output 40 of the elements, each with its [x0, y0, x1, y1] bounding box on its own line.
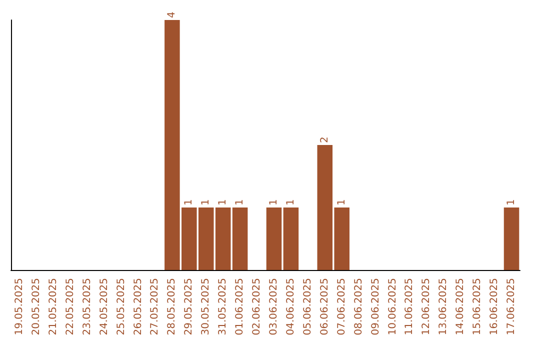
- x-tick-label: 30.05.2025: [200, 278, 212, 336]
- x-tick-label: 03.06.2025: [268, 278, 280, 336]
- x-tick-label: 07.06.2025: [336, 278, 348, 336]
- x-tick-label: 14.06.2025: [455, 278, 466, 336]
- x-tick-label: 17.06.2025: [506, 278, 518, 336]
- x-tick-label: 25.05.2025: [116, 278, 127, 336]
- x-tick-label: 27.05.2025: [150, 278, 161, 336]
- x-tick-label: 26.05.2025: [132, 278, 144, 336]
- x-tick-label: 24.05.2025: [98, 278, 110, 336]
- data-label: 1: [268, 199, 280, 206]
- x-tick-label: 06.06.2025: [319, 278, 330, 336]
- x-tick-label: 08.06.2025: [353, 278, 364, 336]
- x-tick-label: 11.06.2025: [404, 278, 416, 336]
- x-tick-label: 21.05.2025: [48, 278, 59, 336]
- x-tick-label: 15.06.2025: [472, 278, 484, 336]
- x-tick-label: 04.06.2025: [285, 278, 296, 336]
- data-label: 1: [234, 199, 246, 206]
- x-tick-label: 13.06.2025: [438, 278, 450, 336]
- x-tick-label: 20.05.2025: [30, 278, 42, 336]
- x-tick-label: 29.05.2025: [184, 278, 195, 336]
- data-label: 4: [166, 12, 178, 18]
- x-tick-label: 01.06.2025: [234, 278, 246, 336]
- data-label: 1: [184, 199, 195, 206]
- data-label: 1: [200, 199, 212, 206]
- x-tick-label: 16.06.2025: [489, 278, 500, 336]
- data-label: 1: [336, 199, 348, 206]
- x-tick-label: 02.06.2025: [252, 278, 263, 336]
- x-tick-label: 22.05.2025: [64, 278, 76, 336]
- x-tick-label: 19.05.2025: [14, 278, 25, 336]
- data-label: 1: [506, 199, 518, 206]
- x-tick-label: 09.06.2025: [370, 278, 382, 336]
- x-tick-label: 10.06.2025: [387, 278, 398, 336]
- x-tick-label: 05.06.2025: [302, 278, 314, 336]
- x-tick-label: 28.05.2025: [166, 278, 178, 336]
- x-tick-label: 12.06.2025: [421, 278, 432, 336]
- x-tick-label: 23.05.2025: [82, 278, 93, 336]
- data-label: 2: [319, 136, 330, 143]
- data-label: 1: [218, 199, 229, 206]
- x-tick-label: 31.05.2025: [218, 278, 229, 336]
- data-label: 1: [285, 199, 296, 206]
